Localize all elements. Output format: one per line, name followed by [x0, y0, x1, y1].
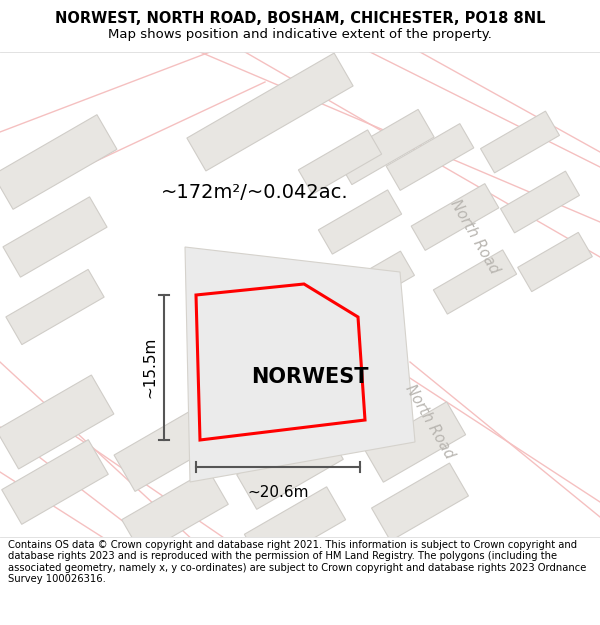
Polygon shape: [0, 375, 114, 469]
Polygon shape: [481, 111, 559, 173]
Text: ~15.5m: ~15.5m: [143, 337, 157, 398]
Polygon shape: [0, 114, 117, 209]
Polygon shape: [122, 469, 229, 554]
Polygon shape: [187, 53, 353, 171]
Polygon shape: [6, 269, 104, 344]
Polygon shape: [319, 190, 401, 254]
Text: North Road: North Road: [403, 382, 457, 462]
Polygon shape: [2, 439, 109, 524]
Polygon shape: [298, 130, 382, 194]
Text: Contains OS data © Crown copyright and database right 2021. This information is : Contains OS data © Crown copyright and d…: [8, 539, 586, 584]
Text: NORWEST: NORWEST: [251, 367, 369, 387]
Polygon shape: [335, 251, 415, 313]
Polygon shape: [500, 171, 580, 233]
Text: ~172m²/~0.042ac.: ~172m²/~0.042ac.: [161, 182, 349, 201]
Text: NORWEST, NORTH ROAD, BOSHAM, CHICHESTER, PO18 8NL: NORWEST, NORTH ROAD, BOSHAM, CHICHESTER,…: [55, 11, 545, 26]
Text: Map shows position and indicative extent of the property.: Map shows position and indicative extent…: [108, 28, 492, 41]
Polygon shape: [336, 109, 434, 184]
Polygon shape: [411, 184, 499, 251]
Polygon shape: [364, 402, 466, 482]
Polygon shape: [518, 232, 592, 292]
Polygon shape: [3, 197, 107, 277]
Polygon shape: [236, 424, 343, 509]
Polygon shape: [114, 402, 226, 491]
Polygon shape: [386, 124, 474, 191]
Text: ~20.6m: ~20.6m: [247, 485, 309, 500]
Polygon shape: [433, 250, 517, 314]
Polygon shape: [371, 463, 469, 541]
Polygon shape: [185, 247, 415, 482]
Polygon shape: [244, 487, 346, 568]
Text: North Road: North Road: [448, 198, 502, 277]
